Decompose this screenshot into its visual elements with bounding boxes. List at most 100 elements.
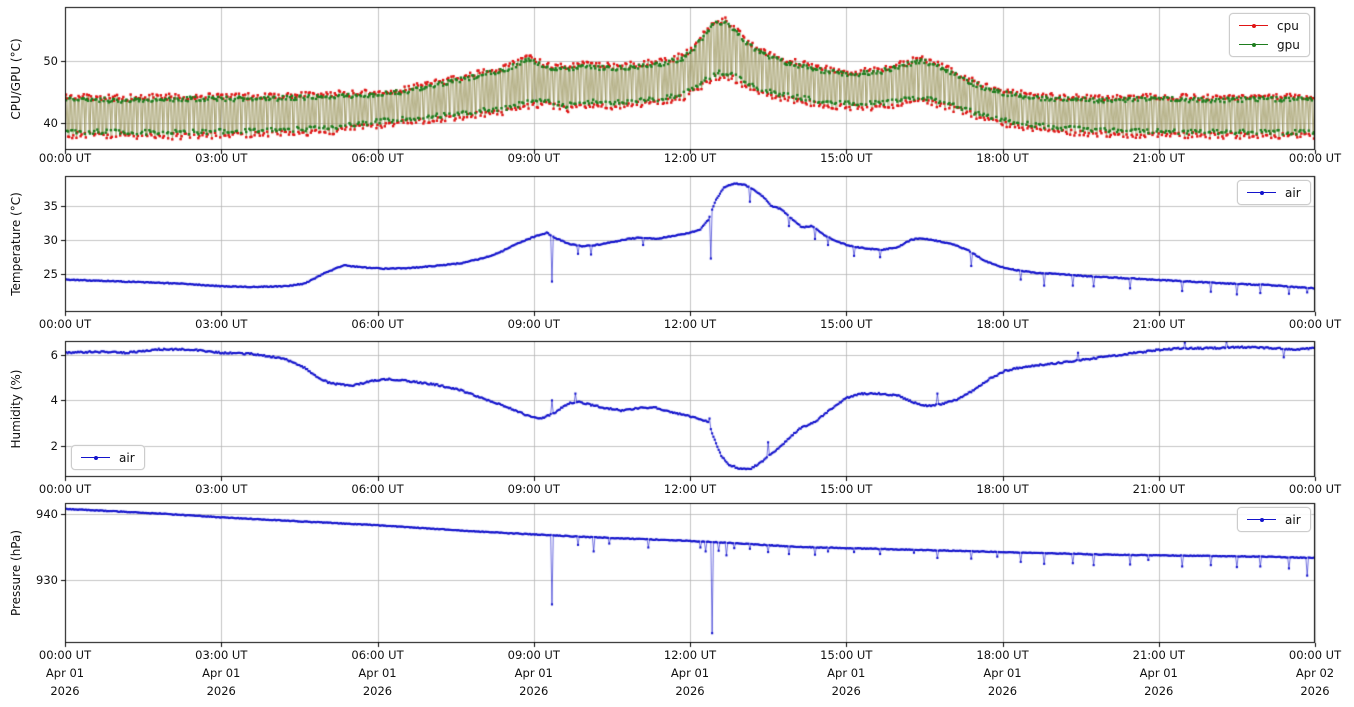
legend-dot-icon — [1259, 517, 1264, 522]
x-tick-label: 00:00 UT — [1288, 482, 1342, 496]
x-tick-date-label: 18:00 UT Apr 01 2026 — [976, 646, 1028, 700]
x-tick-label: 12:00 UT — [663, 317, 717, 331]
legend-line-sample — [1239, 40, 1268, 49]
y-tick-label: 2 — [50, 438, 58, 453]
x-tick-date-line: Apr 01 — [670, 666, 710, 680]
x-tick-date-line: Apr 01 — [827, 666, 866, 680]
legend-line-sample — [1247, 188, 1276, 197]
x-tick-label: 18:00 UT — [976, 151, 1029, 165]
x-tick-label: 21:00 UT — [1132, 482, 1185, 496]
x-tick-label: 18:00 UT — [976, 482, 1029, 496]
x-tick-date-label: 00:00 UT Apr 02 2026 — [1289, 646, 1341, 700]
x-tick-date-line: 18:00 UT — [976, 648, 1029, 662]
x-tick-date-label: 06:00 UT Apr 01 2026 — [351, 646, 403, 700]
y-tick-label: 40 — [43, 116, 58, 131]
y-tick-label: 930 — [36, 572, 58, 587]
y-axis-label-humidity: Humidity (%) — [9, 369, 23, 449]
x-tick-date-line: Apr 01 — [202, 666, 241, 680]
x-tick-label: 00:00 UT — [38, 317, 92, 331]
x-tick-date-line: 00:00 UT — [1288, 648, 1342, 662]
x-tick-date-label: 09:00 UT Apr 01 2026 — [508, 646, 560, 700]
legend-dot-icon — [1251, 23, 1256, 28]
x-tick-date-label: 00:00 UT Apr 01 2026 — [39, 646, 91, 700]
x-tick-date-line: 09:00 UT — [507, 648, 560, 662]
x-tick-date-label: 03:00 UT Apr 01 2026 — [195, 646, 247, 700]
legend-label: air — [1285, 185, 1301, 200]
x-tick-label: 12:00 UT — [663, 151, 717, 165]
legend-entry: cpu — [1239, 17, 1300, 34]
legend-label: gpu — [1277, 37, 1300, 52]
y-axis-label-temperature: Temperature (°C) — [9, 192, 23, 296]
x-tick-date-line: Apr 01 — [514, 666, 553, 680]
legend-entry: air — [81, 449, 135, 466]
x-tick-label: 15:00 UT — [820, 317, 873, 331]
x-tick-date-line: Apr 01 — [1139, 666, 1178, 680]
x-tick-label: 00:00 UT — [38, 482, 92, 496]
x-tick-date-line: 2026 — [675, 684, 705, 698]
x-tick-date-line: 2026 — [987, 684, 1018, 698]
x-tick-label: 00:00 UT — [1288, 317, 1342, 331]
x-tick-label: 06:00 UT — [351, 482, 404, 496]
legend-line-sample — [1239, 21, 1268, 30]
x-tick-label: 15:00 UT — [820, 151, 873, 165]
x-tick-label: 09:00 UT — [507, 317, 560, 331]
x-tick-date-line: 2026 — [362, 684, 393, 698]
x-tick-label: 06:00 UT — [351, 317, 404, 331]
legend-dot-icon — [93, 455, 98, 460]
legend-line-sample — [1247, 515, 1276, 524]
x-tick-label: 09:00 UT — [507, 151, 560, 165]
y-tick-label: 35 — [43, 199, 58, 214]
legend-air-humidity: air — [71, 445, 145, 470]
x-tick-date-line: 2026 — [206, 684, 236, 698]
x-tick-label: 03:00 UT — [195, 317, 248, 331]
y-axis-label-cpu-gpu: CPU/GPU (°C) — [9, 37, 23, 120]
legend-air-temperature: air — [1237, 180, 1311, 205]
legend-entry: air — [1247, 511, 1301, 528]
y-tick-label: 6 — [50, 348, 58, 363]
legend-dot-icon — [1259, 190, 1264, 195]
x-tick-label: 21:00 UT — [1132, 317, 1185, 331]
legend-cpu-gpu: cpu gpu — [1229, 13, 1310, 57]
x-tick-date-line: 06:00 UT — [351, 648, 404, 662]
x-tick-date-line: Apr 01 — [358, 666, 397, 680]
x-tick-date-line: Apr 01 — [983, 666, 1022, 680]
y-tick-label: 940 — [36, 507, 58, 522]
x-tick-label: 06:00 UT — [351, 151, 404, 165]
legend-dot-icon — [1251, 42, 1256, 47]
legend-label: cpu — [1277, 18, 1299, 33]
x-tick-date-line: 15:00 UT — [820, 648, 873, 662]
y-tick-label: 4 — [50, 393, 58, 408]
legend-label: air — [1285, 512, 1301, 527]
x-tick-label: 00:00 UT — [38, 151, 92, 165]
legend-air-pressure: air — [1237, 507, 1311, 532]
x-tick-date-line: 21:00 UT — [1132, 648, 1185, 662]
x-tick-label: 21:00 UT — [1132, 151, 1185, 165]
x-tick-date-line: 00:00 UT — [38, 648, 92, 662]
x-tick-label: 03:00 UT — [195, 482, 248, 496]
legend-entry: gpu — [1239, 36, 1300, 53]
x-tick-date-label: 15:00 UT Apr 01 2026 — [820, 646, 872, 700]
x-tick-date-line: 12:00 UT — [663, 648, 717, 662]
y-axis-label-pressure: Pressure (hPa) — [9, 529, 23, 617]
x-tick-date-line: 2026 — [519, 684, 549, 698]
x-tick-date-line: 2026 — [831, 684, 861, 698]
legend-entry: air — [1247, 184, 1301, 201]
x-tick-date-line: 2026 — [50, 684, 80, 698]
y-tick-label: 50 — [43, 54, 58, 69]
x-tick-date-line: 2026 — [1144, 684, 1174, 698]
x-tick-date-label: 12:00 UT Apr 01 2026 — [664, 646, 716, 700]
x-tick-date-line: 03:00 UT — [195, 648, 248, 662]
x-tick-date-line: Apr 02 — [1295, 666, 1335, 680]
x-tick-date-label: 21:00 UT Apr 01 2026 — [1133, 646, 1185, 700]
legend-label: air — [119, 450, 135, 465]
x-tick-label: 15:00 UT — [820, 482, 873, 496]
x-tick-label: 12:00 UT — [663, 482, 717, 496]
legend-line-sample — [81, 453, 110, 462]
x-tick-date-line: Apr 01 — [45, 666, 85, 680]
y-tick-label: 25 — [43, 267, 58, 282]
x-tick-date-line: 2026 — [1300, 684, 1330, 698]
x-tick-label: 03:00 UT — [195, 151, 248, 165]
x-tick-label: 18:00 UT — [976, 317, 1029, 331]
